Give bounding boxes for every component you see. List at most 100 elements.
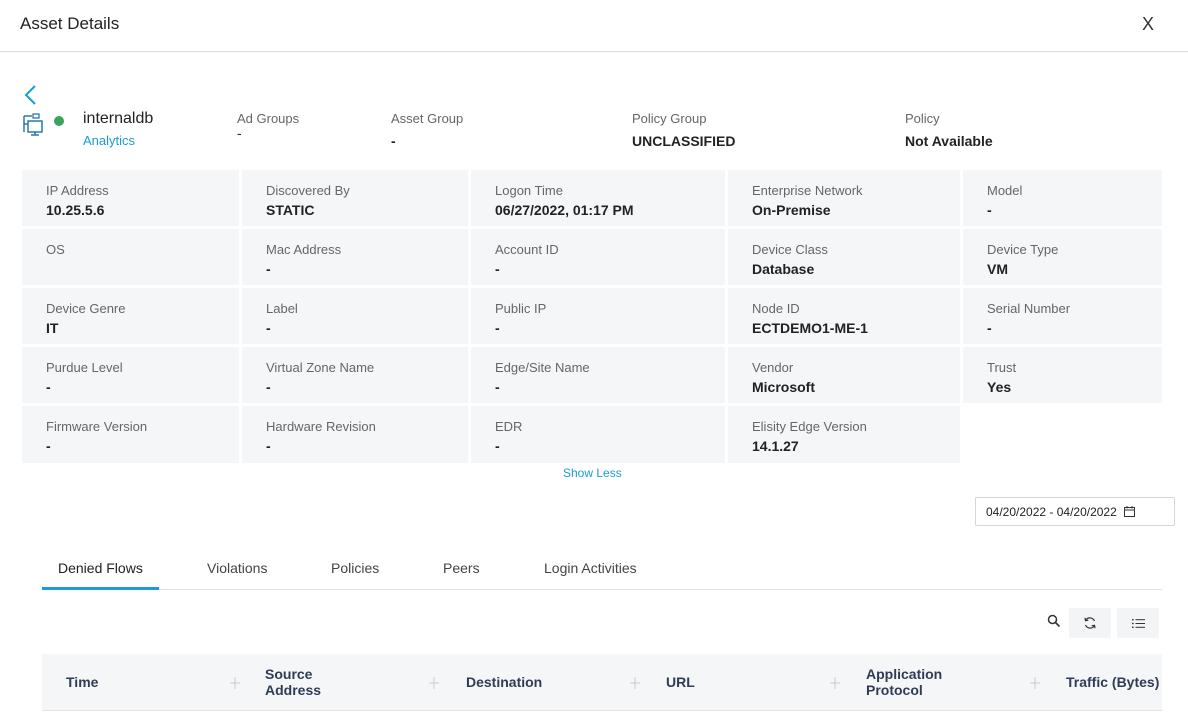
policy-group-label: Policy Group <box>632 111 707 126</box>
table-header: Time Source Address Destination URL Applicati… <box>42 654 1162 711</box>
elisity-edge-version-cell: Elisity Edge Version 14.1.27 <box>728 406 960 463</box>
status-indicator <box>54 116 64 126</box>
purdue-level-value: - <box>46 379 51 395</box>
column-resize-handle[interactable] <box>428 676 440 689</box>
column-header-label: Destination <box>466 674 543 690</box>
node-id-label: Node ID <box>752 301 800 316</box>
firmware-version-cell: Firmware Version - <box>22 406 239 463</box>
tab-denied-flows[interactable]: Denied Flows <box>58 560 143 576</box>
logon-time-value: 06/27/2022, 01:17 PM <box>495 202 634 218</box>
show-less-link[interactable]: Show Less <box>563 466 622 480</box>
vendor-value: Microsoft <box>752 379 815 395</box>
discovered-by-value: STATIC <box>266 202 315 218</box>
device-class-label: Device Class <box>752 242 828 257</box>
purdue-level-cell: Purdue Level - <box>22 347 239 403</box>
column-header-url[interactable]: URL <box>666 674 695 690</box>
refresh-icon <box>1084 617 1096 629</box>
serial-number-label: Serial Number <box>987 301 1071 316</box>
elisity-edge-version-label: Elisity Edge Version <box>752 419 867 434</box>
edge-site-name-label: Edge/Site Name <box>495 360 590 375</box>
tab-policies[interactable]: Policies <box>331 560 380 576</box>
vendor-label: Vendor <box>752 360 794 375</box>
logon-time-label: Logon Time <box>495 183 563 198</box>
search-icon <box>1047 614 1061 628</box>
enterprise-network-label: Enterprise Network <box>752 183 863 198</box>
os-cell: OS <box>22 229 239 285</box>
asset-name: internaldb <box>83 110 154 127</box>
public-ip-label: Public IP <box>495 301 547 316</box>
tab-peers[interactable]: Peers <box>443 560 480 576</box>
device-class-value: Database <box>752 261 815 277</box>
asset-group-value: - <box>391 133 396 149</box>
date-range-picker[interactable]: 04/20/2022 - 04/20/2022 <box>975 497 1175 526</box>
logon-time-cell: Logon Time 06/27/2022, 01:17 PM <box>471 170 725 226</box>
column-header-time[interactable]: Time <box>66 674 98 690</box>
policy-label: Policy <box>905 111 940 126</box>
close-button[interactable]: X <box>1141 14 1154 34</box>
edr-value: - <box>495 438 500 454</box>
ip-address-label: IP Address <box>46 183 109 198</box>
column-header-label: Application <box>866 666 943 682</box>
account-id-label: Account ID <box>495 242 559 257</box>
column-header-label: URL <box>666 674 695 690</box>
detail-tabs: Denied Flows Violations Policies Peers L… <box>42 552 1162 590</box>
mac-address-value: - <box>266 261 271 277</box>
mac-address-cell: Mac Address - <box>242 229 468 285</box>
os-label: OS <box>46 242 65 257</box>
mac-address-label: Mac Address <box>266 242 342 257</box>
refresh-button[interactable] <box>1069 608 1111 638</box>
node-id-value: ECTDEMO1-ME-1 <box>752 320 868 336</box>
model-cell: Model - <box>963 170 1162 226</box>
tab-violations[interactable]: Violations <box>207 560 268 576</box>
serial-number-cell: Serial Number - <box>963 288 1162 344</box>
hardware-revision-label: Hardware Revision <box>266 419 376 434</box>
hardware-revision-cell: Hardware Revision - <box>242 406 468 463</box>
policy-group-value: UNCLASSIFIED <box>632 133 736 149</box>
column-settings-button[interactable] <box>1117 608 1159 638</box>
column-resize-handle[interactable] <box>629 676 641 689</box>
public-ip-value: - <box>495 320 500 336</box>
active-tab-indicator <box>42 587 159 590</box>
resize-handle-icon <box>230 677 240 689</box>
purdue-level-label: Purdue Level <box>46 360 123 375</box>
edge-site-name-cell: Edge/Site Name - <box>471 347 725 403</box>
account-id-value: - <box>495 261 500 277</box>
enterprise-network-value: On-Premise <box>752 202 831 218</box>
column-resize-handle[interactable] <box>1029 676 1041 689</box>
ad-groups-field: Ad Groups - <box>237 111 299 140</box>
edr-label: EDR <box>495 419 523 434</box>
label-cell: Label - <box>242 288 468 344</box>
hardware-revision-value: - <box>266 438 271 454</box>
dialog-header: Asset Details X <box>0 0 1188 52</box>
asset-group-field: Asset Group - <box>391 111 463 149</box>
trust-label: Trust <box>987 360 1017 375</box>
column-header-source-address[interactable]: Source Address <box>265 666 321 698</box>
virtual-zone-name-cell: Virtual Zone Name - <box>242 347 468 403</box>
edr-cell: EDR - <box>471 406 725 463</box>
column-header-destination[interactable]: Destination <box>466 674 542 690</box>
tab-login-activities[interactable]: Login Activities <box>544 560 637 576</box>
ad-groups-label: Ad Groups <box>237 111 300 126</box>
back-button[interactable] <box>22 84 40 106</box>
label-value: - <box>266 320 271 336</box>
column-resize-handle[interactable] <box>229 676 241 689</box>
device-genre-cell: Device Genre IT <box>22 288 239 344</box>
column-resize-handle[interactable] <box>829 676 841 689</box>
serial-number-value: - <box>987 320 992 336</box>
column-header-traffic-bytes[interactable]: Traffic (Bytes) <box>1066 674 1159 690</box>
firmware-version-value: - <box>46 438 51 454</box>
policy-field: Policy Not Available <box>905 111 993 149</box>
column-header-application-protocol[interactable]: Application Protocol <box>866 666 942 698</box>
server-network-icon <box>22 112 46 136</box>
chevron-left-icon <box>24 85 36 105</box>
device-type-cell: Device Type VM <box>963 229 1162 285</box>
dialog-title: Asset Details <box>20 14 120 33</box>
resize-handle-icon <box>1030 677 1040 689</box>
search-button[interactable] <box>1046 613 1062 629</box>
column-list-icon <box>1131 618 1145 628</box>
column-header-label-line2: Protocol <box>866 682 923 698</box>
edge-site-name-value: - <box>495 379 500 395</box>
ip-address-value: 10.25.5.6 <box>46 202 105 218</box>
label-label: Label <box>266 301 298 316</box>
asset-category-link[interactable]: Analytics <box>83 133 136 148</box>
